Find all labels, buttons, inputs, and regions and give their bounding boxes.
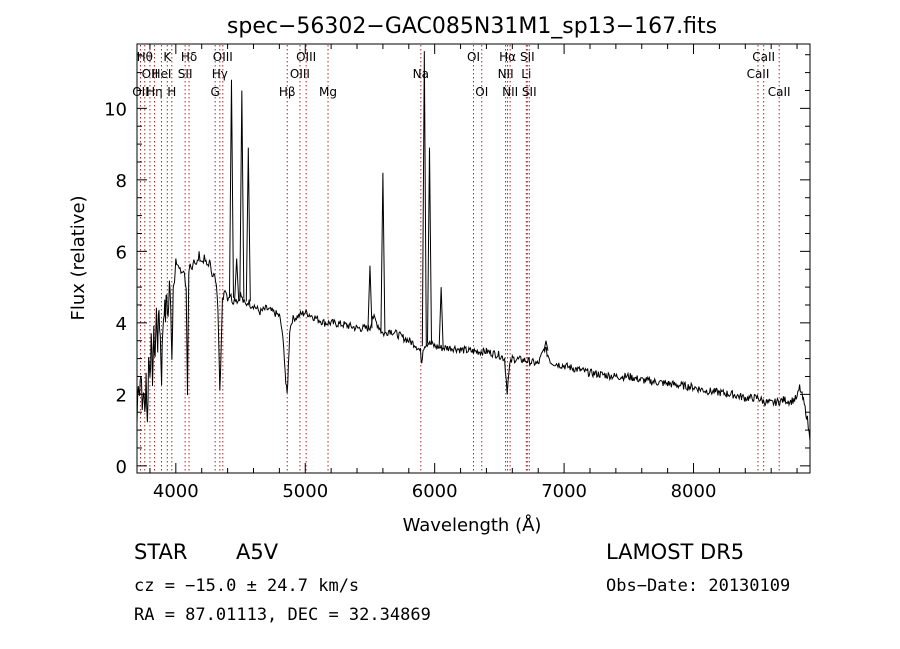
x-tick-label: 4000 <box>153 481 199 502</box>
line-marker-label: Hβ <box>279 85 296 99</box>
x-axis-label: Wavelength (Å) <box>403 514 542 536</box>
x-ticks: 4000 5000 6000 7000 8000 <box>149 44 798 502</box>
y-tick-label: 0 <box>116 457 127 478</box>
plot-frame <box>136 43 811 474</box>
line-marker-label: H <box>167 85 176 99</box>
y-axis-label: Flux (relative) <box>68 195 89 320</box>
line-marker-label: SII <box>520 50 535 64</box>
emission-spike <box>421 51 427 347</box>
line-marker-label: Hδ <box>181 50 197 64</box>
x-tick-label: 8000 <box>671 481 717 502</box>
emission-spike <box>228 79 234 298</box>
y-tick-label: 6 <box>116 242 127 263</box>
line-marker-label: G <box>211 85 220 99</box>
line-marker-label: NII <box>498 67 514 81</box>
line-marker-label: NII <box>502 85 518 99</box>
emission-spike <box>239 90 245 298</box>
emission-spike <box>426 147 432 344</box>
line-marker-label: Hα <box>499 50 516 64</box>
line-marker-label: OIII <box>213 50 233 64</box>
line-markers: OIIHθOIIHηHeIKHSIIHδGHγOIIIHβOIIIOIIIMgN… <box>132 45 791 472</box>
spectrum-line <box>136 251 811 441</box>
line-marker-label: OII <box>132 85 149 99</box>
object-subclass: A5V <box>236 540 279 564</box>
line-marker-label: Li <box>521 67 531 81</box>
y-tick-label: 4 <box>116 314 127 335</box>
emission-spike <box>245 147 251 302</box>
chart-title: spec−56302−GAC085N31M1_sp13−167.fits <box>227 14 717 39</box>
line-marker-label: OI <box>467 50 480 64</box>
emission-spikes <box>228 51 549 351</box>
x-tick-label: 5000 <box>282 481 328 502</box>
redshift-velocity: cz = −15.0 ± 24.7 km/s <box>134 576 359 596</box>
x-tick-label: 7000 <box>541 481 587 502</box>
y-tick-label: 8 <box>116 171 127 192</box>
line-marker-label: OIII <box>290 67 310 81</box>
line-marker-label: HeI <box>151 67 171 81</box>
line-marker-label: Hη <box>146 85 163 99</box>
y-tick-label: 10 <box>104 99 127 120</box>
y-tick-label: 2 <box>116 385 127 406</box>
object-class: STAR <box>134 540 187 564</box>
line-marker-label: K <box>163 50 172 64</box>
line-marker-label: Mg <box>319 85 337 99</box>
survey-name: LAMOST DR5 <box>606 540 744 564</box>
y-ticks: 0 2 4 6 8 10 <box>104 54 810 478</box>
emission-spike <box>438 287 444 348</box>
observation-date: Obs−Date: 20130109 <box>606 576 790 596</box>
line-marker-label: SII <box>178 67 193 81</box>
line-marker-label: CaII <box>747 67 770 81</box>
emission-spike <box>367 265 373 329</box>
emission-spike <box>543 340 549 351</box>
line-marker-label: CaII <box>768 85 791 99</box>
emission-spike <box>380 172 386 334</box>
emission-spike <box>234 258 240 300</box>
line-marker-label: OIII <box>296 50 316 64</box>
line-marker-label: CaII <box>752 50 775 64</box>
x-tick-label: 6000 <box>412 481 458 502</box>
line-marker-label: SII <box>522 85 537 99</box>
line-marker-label: Hθ <box>137 50 153 64</box>
coordinates: RA = 87.01113, DEC = 32.34869 <box>134 605 431 625</box>
line-marker-label: Hγ <box>212 67 228 81</box>
line-marker-label: Na <box>413 67 429 81</box>
line-marker-label: OI <box>475 85 488 99</box>
